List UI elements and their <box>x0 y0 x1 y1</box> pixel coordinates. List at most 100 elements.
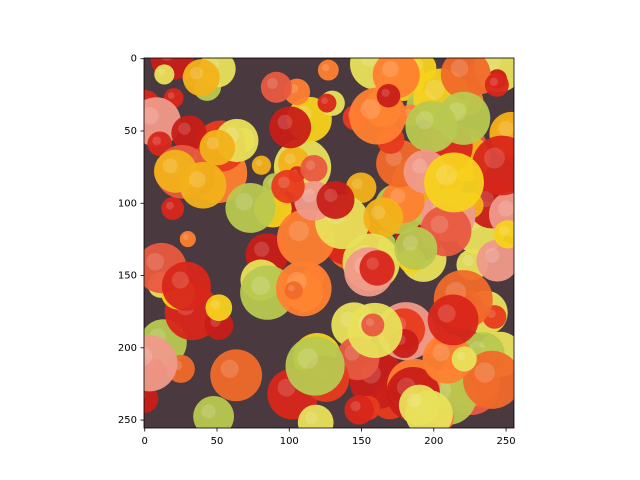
tomato <box>269 106 312 149</box>
highlight <box>366 257 379 270</box>
tomato <box>161 197 185 220</box>
tomato <box>484 72 509 97</box>
tomato <box>193 396 235 428</box>
x-tick-label: 250 <box>497 436 516 447</box>
highlight <box>160 58 173 61</box>
y-tick-label: 150 <box>118 271 137 282</box>
tomato <box>205 294 233 322</box>
highlight <box>277 176 290 189</box>
highlight <box>255 159 263 167</box>
tomato <box>405 100 458 153</box>
highlight <box>371 205 386 220</box>
tomato <box>171 115 207 151</box>
highlight <box>220 359 239 378</box>
highlight <box>189 171 206 188</box>
highlight <box>267 77 278 89</box>
y-tick-label: 200 <box>118 343 137 354</box>
tomato <box>260 71 292 103</box>
tomato <box>493 220 514 249</box>
tomato <box>276 260 332 317</box>
highlight <box>146 252 165 271</box>
tomato <box>427 294 479 346</box>
x-tick-label: 0 <box>142 436 148 447</box>
highlight <box>206 136 220 150</box>
highlight <box>158 68 166 76</box>
highlight <box>424 79 445 100</box>
tomato <box>424 152 484 213</box>
x-tick-label: 100 <box>280 436 299 447</box>
highlight <box>365 318 374 327</box>
highlight <box>251 276 271 296</box>
tomato <box>398 384 440 426</box>
tomato <box>316 181 355 219</box>
highlight <box>144 346 153 366</box>
highlight <box>182 234 189 240</box>
highlight <box>210 299 221 310</box>
highlight <box>322 63 330 72</box>
highlight <box>277 114 293 130</box>
highlight <box>430 215 449 234</box>
highlight <box>165 201 174 210</box>
highlight <box>412 158 428 174</box>
highlight <box>305 160 316 170</box>
highlight <box>489 77 499 87</box>
highlight <box>437 304 456 323</box>
highlight <box>450 59 469 77</box>
highlight <box>390 188 406 204</box>
tomato <box>476 239 514 282</box>
highlight <box>297 348 319 369</box>
highlight <box>277 378 296 397</box>
tomato <box>154 64 175 85</box>
tomato <box>179 161 227 209</box>
highlight <box>304 411 318 425</box>
highlight <box>432 344 450 362</box>
highlight <box>456 351 466 361</box>
highlight <box>350 401 361 412</box>
highlight <box>351 178 363 190</box>
tomato <box>210 349 263 402</box>
tomato <box>394 226 438 270</box>
tomato <box>179 230 196 248</box>
highlight <box>152 136 161 146</box>
highlight <box>498 120 514 137</box>
highlight <box>190 66 204 80</box>
y-tick-label: 100 <box>118 198 137 209</box>
image <box>144 58 514 428</box>
highlight <box>235 192 253 211</box>
highlight <box>436 164 458 186</box>
tomato <box>317 93 337 113</box>
highlight <box>474 362 495 383</box>
highlight <box>483 147 505 169</box>
y-tick-label: 0 <box>131 54 137 65</box>
x-tick-label: 200 <box>424 436 443 447</box>
tomato <box>451 346 477 372</box>
tomato <box>422 334 473 384</box>
tomato <box>363 197 404 238</box>
tomato <box>463 350 514 409</box>
highlight <box>415 111 434 130</box>
tomato <box>285 336 345 396</box>
tomato <box>317 59 339 81</box>
tomato <box>225 183 276 233</box>
tomato <box>182 59 220 97</box>
highlight <box>167 92 175 100</box>
x-tick-label: 150 <box>352 436 371 447</box>
highlight <box>462 255 474 267</box>
y-tick-label: 50 <box>124 126 137 137</box>
x-tick-label: 50 <box>211 436 224 447</box>
highlight <box>324 188 338 202</box>
tomato <box>440 58 491 100</box>
tomato <box>271 169 305 204</box>
highlight <box>407 392 422 408</box>
axes-frame <box>143 57 515 429</box>
tomato <box>361 313 385 337</box>
highlight <box>284 153 296 165</box>
highlight <box>254 241 270 257</box>
highlight <box>201 404 216 419</box>
highlight <box>288 220 309 242</box>
tomato <box>297 404 334 428</box>
tomato <box>359 250 395 286</box>
tomato <box>284 281 303 300</box>
y-tick-label: 250 <box>118 415 137 426</box>
